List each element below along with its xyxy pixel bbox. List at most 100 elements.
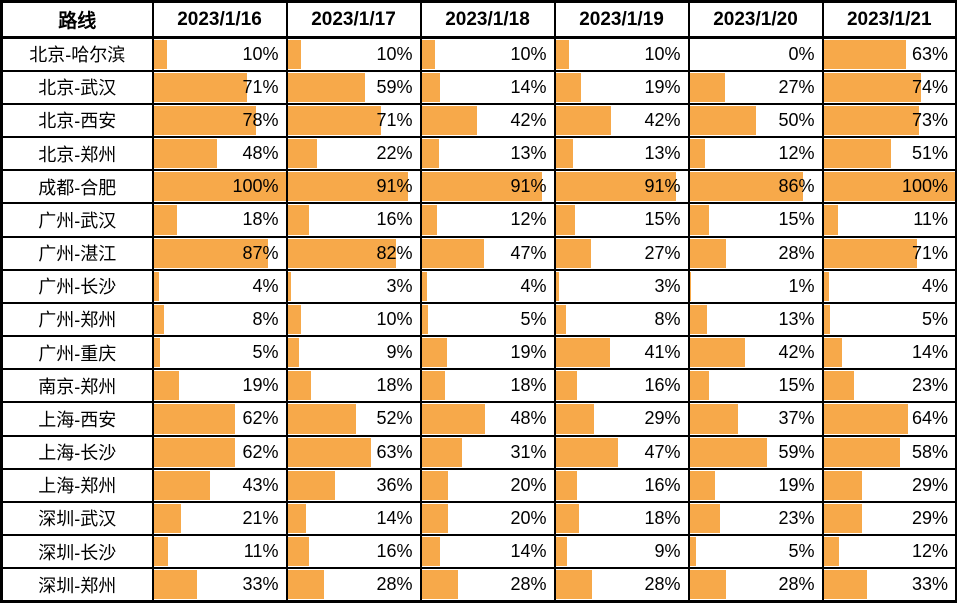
occupancy-cell: 8% (553, 301, 690, 338)
route-label: 广州-武汉 (0, 202, 154, 238)
occupancy-cell: 47% (419, 235, 556, 271)
data-bar (422, 172, 542, 202)
occupancy-cell: 16% (285, 202, 422, 238)
data-bar (556, 338, 610, 368)
occupancy-value: 33% (911, 574, 948, 595)
occupancy-cell: 91% (419, 169, 556, 205)
data-bar (422, 503, 448, 534)
data-bar (288, 570, 325, 599)
occupancy-value: 3% (654, 275, 681, 296)
data-bar (824, 537, 840, 567)
occupancy-cell: 16% (285, 534, 422, 570)
occupancy-cell: 14% (285, 500, 422, 537)
occupancy-cell: 18% (285, 368, 422, 404)
occupancy-cell: 14% (419, 69, 556, 105)
occupancy-value: 47% (510, 242, 547, 263)
route-label: 北京-西安 (0, 102, 154, 139)
table-row: 南京-郑州 19% 18% 18% 16% 15% 23% (0, 368, 957, 404)
occupancy-value: 18% (510, 375, 547, 396)
data-bar (690, 437, 768, 467)
occupancy-cell: 23% (687, 500, 824, 537)
table-row: 广州-郑州 8% 10% 5% 8% 13% 5% (0, 301, 957, 338)
occupancy-cell: 23% (821, 368, 957, 404)
data-bar (422, 570, 459, 599)
occupancy-cell: 62% (151, 401, 288, 437)
occupancy-cell: 9% (553, 534, 690, 570)
occupancy-cell: 36% (285, 467, 422, 503)
data-bar (422, 338, 447, 368)
occupancy-value: 91% (644, 176, 681, 197)
occupancy-cell: 4% (419, 268, 556, 304)
occupancy-value: 10% (510, 43, 547, 64)
occupancy-cell: 58% (821, 434, 957, 470)
occupancy-value: 19% (242, 375, 279, 396)
occupancy-value: 48% (510, 408, 547, 429)
data-bar (154, 40, 167, 69)
occupancy-cell: 86% (687, 169, 824, 205)
occupancy-value: 5% (788, 541, 815, 562)
occupancy-value: 15% (778, 209, 815, 230)
occupancy-value: 10% (242, 43, 279, 64)
data-bar (824, 238, 917, 268)
column-header-date: 2023/1/18 (419, 0, 556, 39)
data-bar (824, 503, 862, 534)
occupancy-cell: 64% (821, 401, 957, 437)
occupancy-value: 28% (778, 242, 815, 263)
route-label: 上海-西安 (0, 401, 154, 437)
occupancy-value: 5% (252, 342, 279, 363)
occupancy-value: 12% (778, 143, 815, 164)
occupancy-cell: 13% (553, 136, 690, 172)
route-label: 广州-湛江 (0, 235, 154, 271)
data-bar (824, 205, 838, 235)
data-bar (288, 404, 357, 434)
occupancy-value: 18% (644, 507, 681, 528)
data-bar (824, 40, 907, 69)
occupancy-cell: 63% (821, 36, 957, 72)
occupancy-value: 13% (644, 143, 681, 164)
occupancy-cell: 21% (151, 500, 288, 537)
table-row: 成都-合肥 100% 91% 91% 91% 86% 100% (0, 169, 957, 205)
occupancy-cell: 4% (821, 268, 957, 304)
data-bar (422, 271, 427, 301)
data-bar (422, 371, 446, 401)
occupancy-cell: 11% (151, 534, 288, 570)
occupancy-cell: 91% (285, 169, 422, 205)
occupancy-cell: 5% (687, 534, 824, 570)
occupancy-cell: 42% (687, 335, 824, 371)
occupancy-value: 14% (911, 342, 948, 363)
occupancy-value: 42% (644, 109, 681, 130)
data-bar (288, 470, 336, 500)
occupancy-cell: 27% (687, 69, 824, 105)
occupancy-cell: 100% (151, 169, 288, 205)
data-bar (556, 72, 581, 102)
occupancy-cell: 11% (821, 202, 957, 238)
occupancy-cell: 1% (687, 268, 824, 304)
occupancy-value: 42% (510, 109, 547, 130)
route-label: 北京-哈尔滨 (0, 36, 154, 72)
occupancy-cell: 4% (151, 268, 288, 304)
table-row: 深圳-武汉 21% 14% 20% 18% 23% 29% (0, 500, 957, 537)
occupancy-value: 28% (644, 574, 681, 595)
data-bar (556, 404, 594, 434)
data-bar (556, 503, 580, 534)
table-row: 北京-郑州 48% 22% 13% 13% 12% 51% (0, 136, 957, 172)
occupancy-value: 1% (788, 275, 815, 296)
data-bar (556, 271, 560, 301)
occupancy-cell: 16% (553, 467, 690, 503)
route-label: 北京-武汉 (0, 69, 154, 105)
data-bar (422, 470, 448, 500)
data-bar (690, 404, 739, 434)
occupancy-cell: 12% (687, 136, 824, 172)
occupancy-cell: 13% (687, 301, 824, 338)
data-bar (690, 503, 720, 534)
occupancy-cell: 10% (419, 36, 556, 72)
occupancy-cell: 42% (553, 102, 690, 139)
header-row: 路线 2023/1/16 2023/1/17 2023/1/18 2023/1/19 20… (0, 0, 957, 39)
occupancy-cell: 78% (151, 102, 288, 139)
data-bar (824, 404, 908, 434)
data-bar (288, 40, 301, 69)
occupancy-value: 16% (644, 474, 681, 495)
data-bar (288, 338, 300, 368)
occupancy-value: 4% (520, 275, 547, 296)
